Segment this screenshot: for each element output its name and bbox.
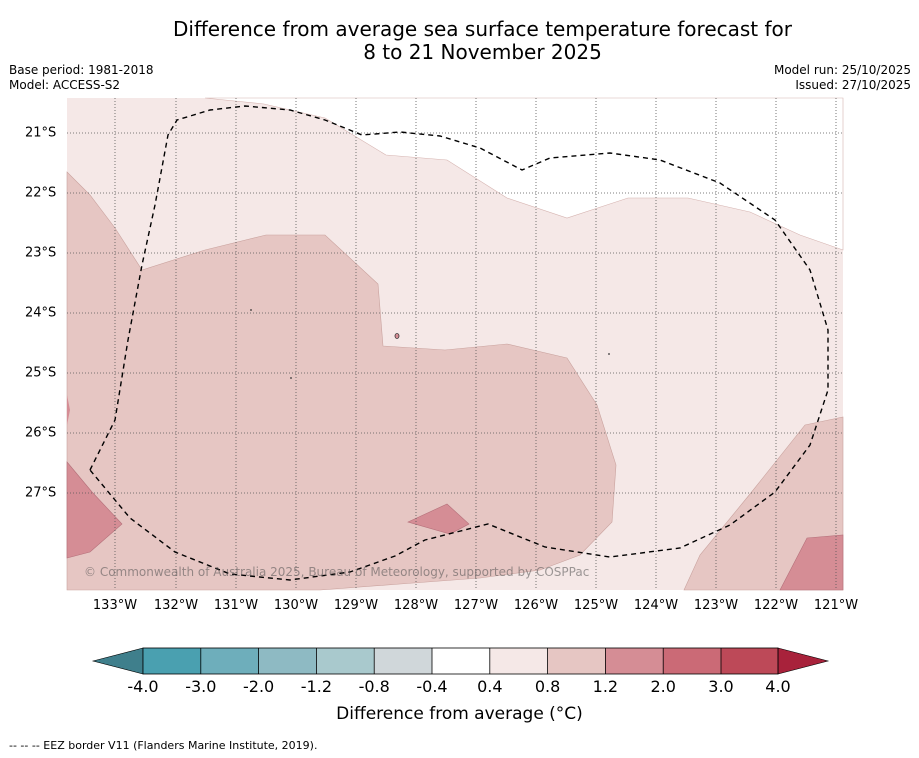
colorbar-segment xyxy=(547,648,606,674)
lat-label: 21°S xyxy=(25,125,57,141)
anomaly-region-1_2-west xyxy=(66,461,123,559)
colorbar-segment xyxy=(489,648,548,674)
colorbar-tick-label: -1.2 xyxy=(300,677,332,696)
chart-title: Difference from average sea surface temp… xyxy=(60,18,905,64)
base-period: Base period: 1981-2018 xyxy=(9,63,154,77)
gridlines xyxy=(67,98,843,590)
lon-label: 121°W xyxy=(813,598,859,613)
colorbar-tick-label: 4.0 xyxy=(765,677,791,696)
colorbar-arrow-high xyxy=(777,647,830,675)
lon-label: 124°W xyxy=(633,598,679,613)
title-line-2: 8 to 21 November 2025 xyxy=(363,40,602,64)
eez-footnote: -- -- -- EEZ border V11 (Flanders Marine… xyxy=(9,739,318,752)
colorbar-segment xyxy=(721,648,778,674)
anomaly-region-1_2-edge xyxy=(67,395,70,425)
colorbar-tick-label: 2.0 xyxy=(650,677,676,696)
colorbar-tick-label: -0.4 xyxy=(416,677,448,696)
eez-border xyxy=(89,105,829,581)
lat-label: 26°S xyxy=(25,425,57,441)
colorbar-segment xyxy=(663,648,721,674)
colorbar-tick-label: -2.0 xyxy=(242,677,275,696)
colorbar-segment xyxy=(143,648,201,674)
island-marker xyxy=(608,353,610,355)
lon-label: 133°W xyxy=(92,598,138,613)
colorbar-tick-label: 0.4 xyxy=(477,677,503,696)
lon-label: 129°W xyxy=(333,598,379,613)
anomaly-region-1_2-central xyxy=(407,503,470,535)
title-line-1: Difference from average sea surface temp… xyxy=(172,17,792,41)
copyright-notice: © Commonwealth of Australia 2025, Bureau… xyxy=(84,565,590,579)
lon-label: 126°W xyxy=(513,598,559,613)
island-marker xyxy=(394,333,400,339)
lon-label: 122°W xyxy=(753,598,799,613)
lat-label: 24°S xyxy=(25,305,57,321)
lon-label: 123°W xyxy=(693,598,739,613)
lat-label: 27°S xyxy=(25,485,57,501)
colorbar-segment xyxy=(432,648,490,674)
colorbar-segment xyxy=(200,648,259,674)
colorbar-tick-label: 1.2 xyxy=(592,677,619,696)
model-run: Model run: 25/10/2025 xyxy=(773,63,911,77)
model-name: Model: ACCESS-S2 xyxy=(9,78,121,92)
anomaly-region-1_2-southeast xyxy=(779,534,844,591)
colorbar-segment xyxy=(605,648,664,674)
lat-label: 25°S xyxy=(25,365,57,381)
island-marker xyxy=(290,377,292,379)
colorbar-segment xyxy=(316,648,375,674)
issued-date: Issued: 27/10/2025 xyxy=(795,78,911,92)
colorbar-segment xyxy=(374,648,432,674)
lon-label: 130°W xyxy=(273,598,319,613)
colorbar-segment xyxy=(258,648,317,674)
colorbar-tick-label: 3.0 xyxy=(708,677,734,696)
lon-label: 132°W xyxy=(153,598,199,613)
colorbar-tick-label: 0.8 xyxy=(534,677,561,696)
colorbar-tick-label: -3.0 xyxy=(185,677,217,696)
lon-label: 125°W xyxy=(573,598,619,613)
anomaly-region-0_8-west xyxy=(66,171,617,591)
lat-label: 22°S xyxy=(25,185,57,201)
colorbar-tick-label: -4.0 xyxy=(127,677,159,696)
island-marker xyxy=(250,309,252,311)
colorbar-outline xyxy=(142,647,779,675)
colorbar xyxy=(91,647,830,675)
meta-right: Model run: 25/10/2025 Issued: 27/10/2025 xyxy=(774,63,911,93)
colorbar-arrow-low xyxy=(91,647,144,675)
lat-label: 23°S xyxy=(25,245,57,261)
colorbar-title: Difference from average (°C) xyxy=(336,704,583,724)
lon-label: 131°W xyxy=(213,598,259,613)
lon-label: 127°W xyxy=(453,598,499,613)
colorbar-tick-label: -0.8 xyxy=(358,677,390,696)
lon-label: 128°W xyxy=(393,598,439,613)
meta-left: Base period: 1981-2018 Model: ACCESS-S2 xyxy=(9,63,154,93)
